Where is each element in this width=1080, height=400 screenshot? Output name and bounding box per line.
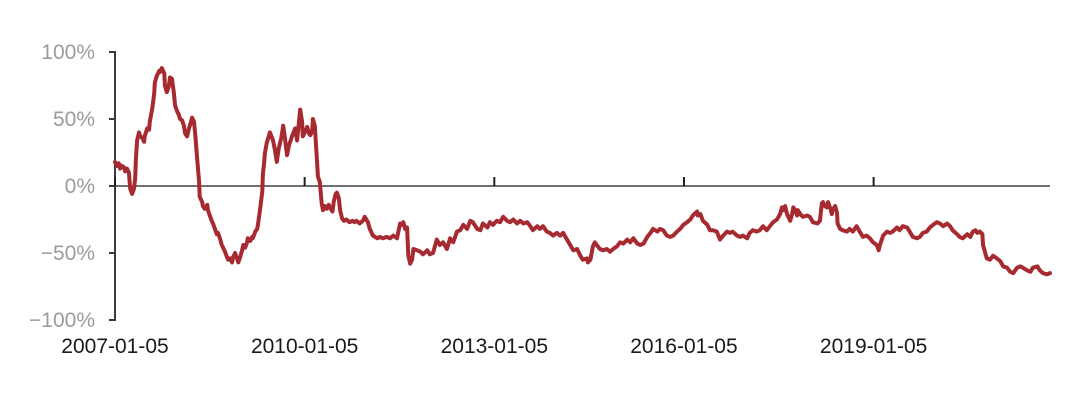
y-tick-label: −50% (41, 242, 95, 265)
x-tick-label: 2007-01-05 (61, 335, 168, 358)
y-tick-label: 100% (41, 41, 95, 64)
y-tick-label: −100% (29, 309, 95, 332)
y-tick-label: 0% (65, 175, 95, 198)
x-tick-label: 2019-01-05 (820, 335, 927, 358)
x-tick-label: 2016-01-05 (630, 335, 737, 358)
x-tick-label: 2010-01-05 (251, 335, 358, 358)
series-line (113, 66, 1052, 277)
y-tick-label: 50% (53, 108, 95, 131)
x-tick-label: 2013-01-05 (441, 335, 548, 358)
